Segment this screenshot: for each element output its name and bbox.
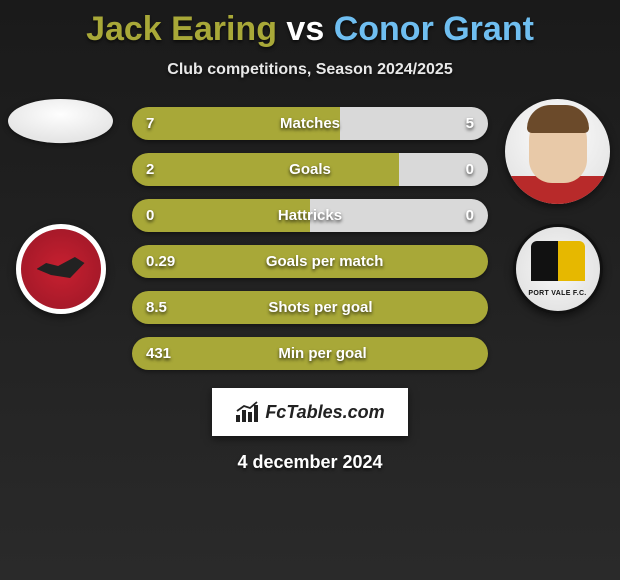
stat-value-left: 0.29: [146, 253, 175, 270]
stat-name-label: Goals per match: [175, 253, 474, 270]
stat-value-left: 0: [146, 207, 154, 224]
title-player-2: Conor Grant: [334, 10, 534, 48]
stat-value-right: 0: [466, 207, 474, 224]
stat-value-left: 431: [146, 345, 171, 362]
stat-row: 7Matches5: [132, 107, 488, 140]
stat-name-label: Hattricks: [154, 207, 465, 224]
footer-brand-box: FcTables.com: [212, 388, 408, 436]
chart-icon: [235, 401, 261, 423]
title-player-1: Jack Earing: [86, 10, 277, 48]
stat-row: 2Goals0: [132, 153, 488, 186]
date-label: 4 december 2024: [0, 452, 620, 473]
comparison-content: 7Matches52Goals00Hattricks00.29Goals per…: [0, 99, 620, 370]
player-left-column: [8, 99, 113, 314]
comparison-title: Jack Earing vs Conor Grant: [0, 0, 620, 49]
stat-row: 431Min per goal: [132, 337, 488, 370]
player-2-club-badge: [513, 224, 603, 314]
stat-value-left: 8.5: [146, 299, 167, 316]
footer-logo: FcTables.com: [235, 401, 384, 423]
player-right-column: [505, 99, 610, 314]
player-2-avatar: [505, 99, 610, 204]
title-vs: vs: [286, 10, 324, 48]
subtitle: Club competitions, Season 2024/2025: [0, 61, 620, 79]
stat-row: 0Hattricks0: [132, 199, 488, 232]
stat-name-label: Matches: [154, 115, 465, 132]
stat-row: 8.5Shots per goal: [132, 291, 488, 324]
stat-value-right: 5: [466, 115, 474, 132]
stat-value-left: 2: [146, 161, 154, 178]
stat-value-left: 7: [146, 115, 154, 132]
player-1-club-badge: [16, 224, 106, 314]
stat-name-label: Shots per goal: [167, 299, 474, 316]
stat-name-label: Goals: [154, 161, 465, 178]
stat-bars: 7Matches52Goals00Hattricks00.29Goals per…: [132, 99, 488, 370]
player-1-avatar: [8, 99, 113, 143]
stat-name-label: Min per goal: [171, 345, 474, 362]
stat-value-right: 0: [466, 161, 474, 178]
stat-row: 0.29Goals per match: [132, 245, 488, 278]
footer-brand-text: FcTables.com: [265, 402, 384, 423]
